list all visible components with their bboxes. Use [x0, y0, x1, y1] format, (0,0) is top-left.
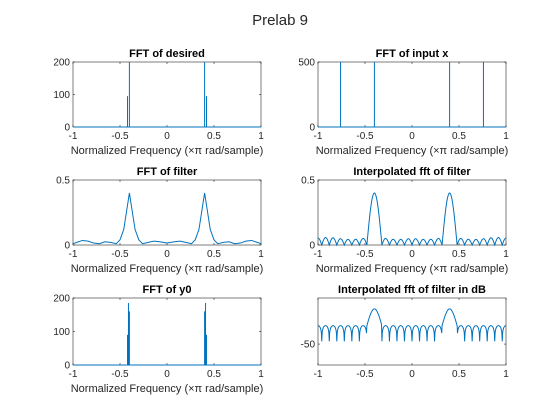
subplot-6: Interpolated fft of filter in dB -1 -0.5 0 0…: [301, 284, 510, 380]
plot-title: FFT of input x: [376, 48, 450, 60]
plot-area: [317, 61, 507, 128]
subplot-2: FFT of input x -1 -0.5 0 0.5 1 0 500 Normalized …: [298, 48, 509, 157]
x-tick-label: 1: [503, 131, 509, 142]
plot-title: Interpolated fft of filter: [353, 166, 471, 178]
x-tick-label: 0: [164, 131, 170, 142]
x-tick-label: 0.5: [452, 249, 466, 260]
x-tick-label: -1: [314, 249, 323, 260]
x-tick-label: 0.5: [207, 131, 221, 142]
plot-area: [72, 297, 262, 366]
y-tick-label: 0: [309, 241, 315, 252]
x-tick-label: -1: [314, 131, 323, 142]
x-axis-label: Normalized Frequency (×π rad/sample): [316, 145, 509, 157]
x-tick-label: 0: [164, 249, 170, 260]
subplot-4: Interpolated fft of filter -1 -0.5 0 0.5 1 0 0.…: [301, 166, 509, 275]
y-tick-label: 100: [53, 90, 70, 101]
series-line: [73, 303, 261, 366]
y-tick-label: 200: [53, 58, 70, 69]
x-tick-label: 0.5: [207, 249, 221, 260]
y-tick-label: 0: [309, 123, 315, 134]
x-tick-label: -0.5: [356, 131, 374, 142]
x-tick-label: 1: [258, 131, 264, 142]
x-tick-label: 0: [409, 249, 415, 260]
y-tick-label: 0: [64, 241, 70, 252]
x-tick-label: -0.5: [356, 369, 374, 380]
plot-area: [72, 179, 262, 246]
plot-area: [317, 297, 507, 366]
plot-area: [72, 61, 262, 128]
series-line: [73, 62, 261, 128]
x-axis-label: Normalized Frequency (×π rad/sample): [71, 383, 264, 395]
x-tick-label: -1: [314, 369, 323, 380]
subplot-3: FFT of filter -1 -0.5 0 0.5 1 0 0.5 Normalized F…: [56, 166, 264, 275]
series-line: [318, 62, 506, 128]
x-tick-label: 0: [409, 369, 415, 380]
x-tick-label: -0.5: [356, 249, 374, 260]
series-line: [72, 192, 262, 245]
plot-title: FFT of y0: [143, 284, 192, 296]
x-axis-label: Normalized Frequency (×π rad/sample): [71, 263, 264, 275]
y-tick-label: 0: [64, 361, 70, 372]
plot-title: Interpolated fft of filter in dB: [338, 284, 486, 296]
subplot-5: FFT of y0 -1 -0.5 0 0.5 1 0 100 200 Normalized Fr…: [53, 284, 264, 395]
x-tick-label: 1: [258, 369, 264, 380]
x-tick-label: 0: [409, 131, 415, 142]
x-tick-label: 1: [503, 369, 509, 380]
x-tick-label: 0.5: [207, 369, 221, 380]
x-axis-label: Normalized Frequency (×π rad/sample): [316, 263, 509, 275]
x-tick-label: 1: [258, 249, 264, 260]
y-tick-label: 500: [298, 58, 315, 69]
subplot-1: FFT of desired -1 -0.5 0 0.5 1 0 100 200 Normaliz…: [53, 48, 264, 157]
x-tick-label: -0.5: [111, 369, 129, 380]
x-tick-label: -1: [69, 369, 78, 380]
x-tick-label: 0.5: [452, 131, 466, 142]
series-line: [317, 308, 507, 342]
figure-title: Prelab 9: [252, 12, 308, 29]
x-tick-label: -0.5: [111, 249, 129, 260]
x-tick-label: 1: [503, 249, 509, 260]
subplot-grid: FFT of desired-1 -0.5 0 0.5 10100200Normaliz…: [53, 48, 509, 395]
x-tick-label: -1: [69, 131, 78, 142]
y-tick-label: 0: [64, 123, 70, 134]
x-tick-label: 0: [164, 369, 170, 380]
y-tick-label: 200: [53, 294, 70, 305]
x-tick-label: 0.5: [452, 369, 466, 380]
y-tick-label: 0.5: [56, 176, 70, 187]
y-tick-label: -50: [301, 340, 316, 351]
plot-area: [317, 179, 507, 246]
plot-title: FFT of filter: [137, 166, 198, 178]
x-tick-label: -1: [69, 249, 78, 260]
x-axis-label: Normalized Frequency (×π rad/sample): [71, 145, 264, 157]
plot-title: FFT of desired: [129, 48, 205, 60]
y-tick-label: 100: [53, 327, 70, 338]
series-line: [317, 192, 507, 247]
x-tick-label: -0.5: [111, 131, 129, 142]
y-tick-label: 0.5: [301, 176, 315, 187]
